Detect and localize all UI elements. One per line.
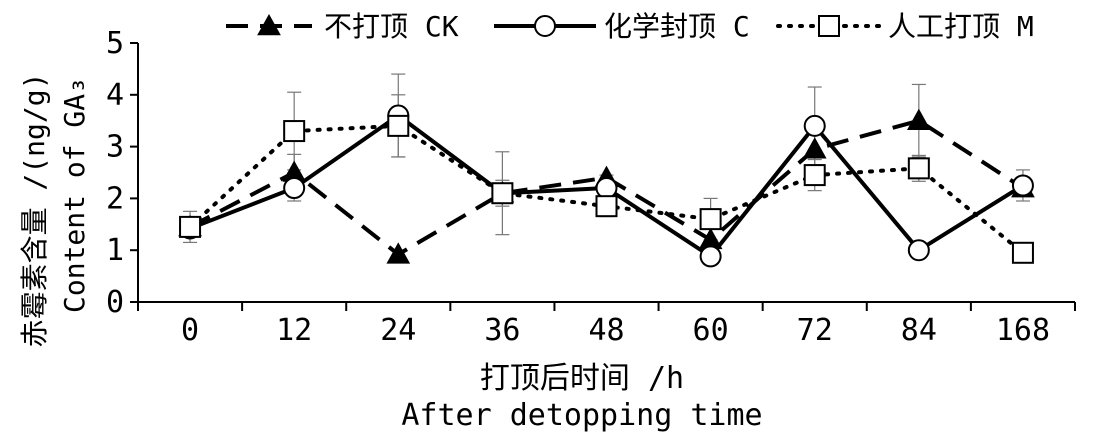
x-tick-label: 24 [380,313,416,348]
legend-marker [818,15,840,37]
series-3-point [491,182,514,205]
series-3-point [595,195,618,218]
series-3-point [803,164,826,187]
series-3-point [179,215,202,238]
error-bars [183,73,1030,244]
series-3-point [907,157,930,180]
series-2-point [283,177,306,200]
legend-label: 不打顶 CK [324,10,459,43]
y-tick-label: 3 [106,130,124,165]
x-tick-label: 72 [797,313,833,348]
y-tick-label: 4 [106,78,124,113]
legend-marker [534,15,556,37]
series-markers [178,104,1035,268]
series-2-point [803,114,826,137]
legend-marker [257,13,281,36]
x-tick-label: 84 [901,313,937,348]
series-1-point [386,242,411,264]
legend: 不打顶 CK 化学封顶 C 人工打顶 M [226,10,1034,43]
series-2-point [907,239,930,262]
x-tick-label: 0 [181,313,199,348]
legend-label: 人工打顶 M [888,10,1034,43]
y-tick-label: 1 [106,233,124,268]
legend-label: 化学封顶 C [604,10,750,43]
y-tick-label: 5 [106,26,124,61]
series-3-point [387,114,410,137]
series-1-point [802,137,827,159]
x-tick-label: 168 [996,313,1050,348]
x-tick-label: 60 [693,313,729,348]
y-tick-label: 2 [106,181,124,216]
series-2-point [595,177,618,200]
series-1-point [906,108,931,130]
series-3-point [1011,241,1034,264]
series-3-point [699,208,722,231]
y-tick-label: 0 [106,285,124,320]
series-2-point [699,245,722,268]
series-2-point [1011,174,1034,197]
y-axis-label-en: Content of GA₃ [58,77,91,313]
x-axis-label-cn: 打顶后时间 /h [480,361,684,396]
x-tick-label: 12 [276,313,312,348]
x-axis-label-en: After detopping time [401,398,762,433]
x-tick-label: 48 [588,313,624,348]
series-3-point [283,120,306,143]
x-tick-label: 36 [484,313,520,348]
y-axis-label-cn: 赤霉素含量 /(ng/g) [18,73,51,348]
